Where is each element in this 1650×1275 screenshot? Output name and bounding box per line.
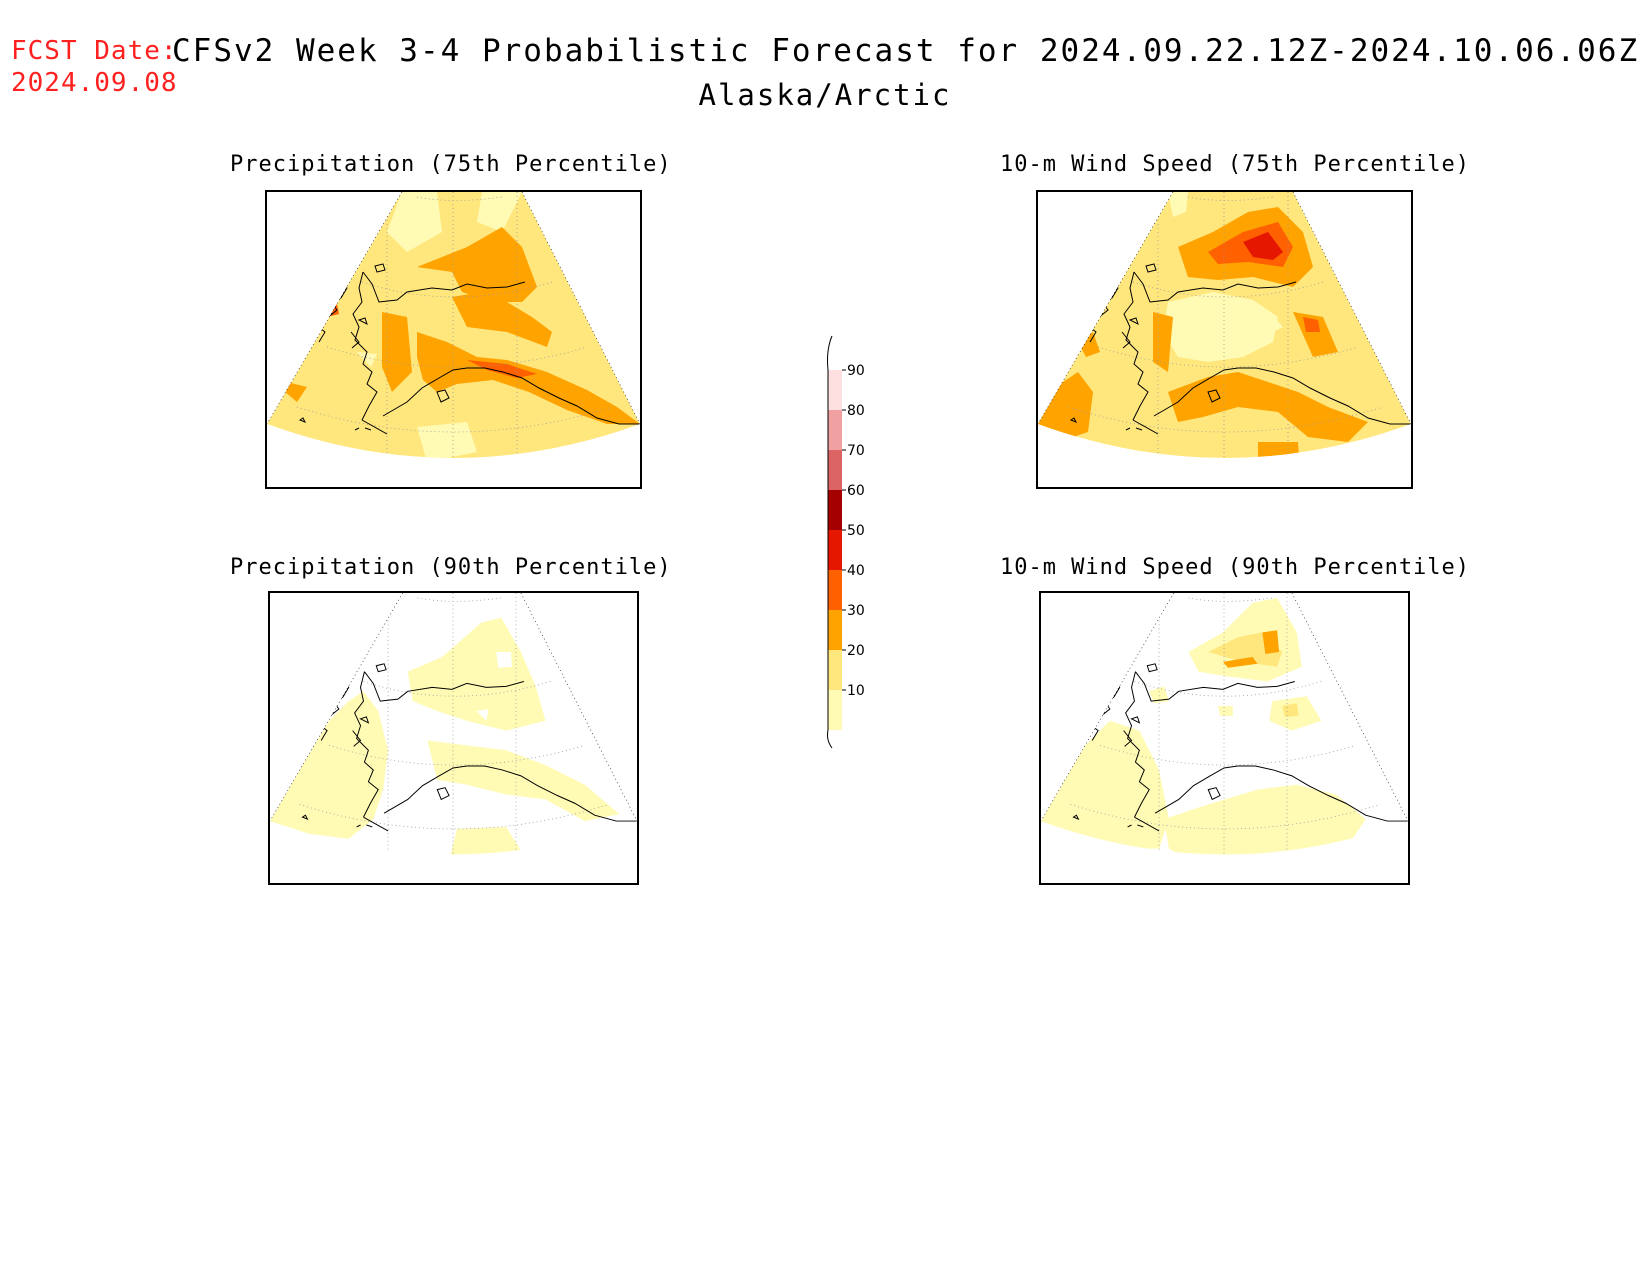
colorbar-swatch bbox=[828, 610, 842, 650]
panel-title-wind-75: 10-m Wind Speed (75th Percentile) bbox=[999, 152, 1471, 177]
panel-title-precip-90: Precipitation (90th Percentile) bbox=[230, 555, 672, 580]
colorbar-swatch bbox=[828, 570, 842, 610]
forecast-date-value: 2024.09.08 bbox=[11, 68, 178, 98]
colorbar-swatch bbox=[828, 530, 842, 570]
probability-colorbar: 90 80 70 60 50 40 30 20 10 bbox=[827, 335, 865, 749]
colorbar-tick-label: 60 bbox=[847, 483, 865, 499]
forecast-date-label: FCST Date: bbox=[11, 36, 178, 66]
panel-title-precip-75: Precipitation (75th Percentile) bbox=[230, 152, 672, 177]
main-title: CFSv2 Week 3-4 Probabilistic Forecast fo… bbox=[172, 33, 1640, 69]
colorbar-tick-label: 30 bbox=[847, 603, 865, 619]
colorbar-tick-label: 40 bbox=[847, 563, 865, 579]
colorbar-tick-label: 70 bbox=[847, 443, 865, 459]
colorbar-tick-label: 90 bbox=[847, 363, 865, 379]
map-precip-90 bbox=[268, 591, 639, 885]
colorbar-swatch bbox=[828, 690, 842, 730]
colorbar-tick-label: 80 bbox=[847, 403, 865, 419]
colorbar-tick-label: 50 bbox=[847, 523, 865, 539]
map-precip-75 bbox=[265, 190, 642, 489]
map-wind-90 bbox=[1039, 591, 1410, 885]
colorbar-tick-label: 10 bbox=[847, 683, 865, 699]
region-subtitle: Alaska/Arctic bbox=[698, 78, 952, 112]
panel-title-wind-90: 10-m Wind Speed (90th Percentile) bbox=[999, 555, 1471, 580]
colorbar-swatch bbox=[828, 490, 842, 530]
colorbar-swatch bbox=[828, 370, 842, 410]
colorbar-swatch bbox=[828, 450, 842, 490]
colorbar-swatch bbox=[828, 650, 842, 690]
colorbar-swatch bbox=[828, 410, 842, 450]
colorbar-tick-label: 20 bbox=[847, 643, 865, 659]
map-wind-75 bbox=[1036, 190, 1413, 489]
